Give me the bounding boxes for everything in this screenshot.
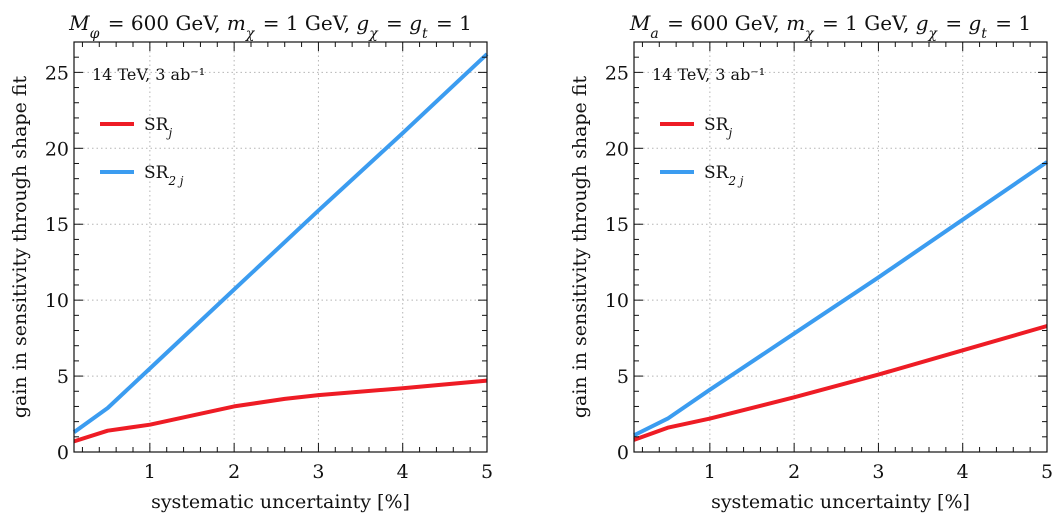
energy-luminosity-note: 14 TeV, 3 ab⁻¹ — [652, 65, 765, 84]
series-line-sr2j — [633, 160, 1049, 438]
series-line-srj — [73, 378, 488, 444]
legend-label: SR2 j — [704, 163, 744, 188]
y-tick-label: 25 — [45, 62, 69, 84]
y-tick-label: 0 — [617, 442, 629, 464]
y-tick-label: 10 — [605, 290, 629, 312]
x-tick-label: 1 — [704, 461, 716, 483]
x-tick-label: 2 — [788, 461, 800, 483]
chart-title: Ma = 600 GeV, mχ = 1 GeV, gχ = gt = 1 — [629, 11, 1031, 42]
x-tick-label: 5 — [1041, 461, 1053, 483]
x-tick-label: 4 — [397, 461, 409, 483]
x-tick-label: 2 — [228, 461, 240, 483]
chart-panel-1: 1 2 3 4 5 0 5 10 15 20 25 systematic uncertainty [%… — [9, 11, 493, 513]
y-tick-label: 5 — [617, 366, 629, 388]
x-tick-label: 5 — [481, 461, 493, 483]
legend-label: SR2 j — [144, 163, 184, 188]
x-tick-label: 3 — [872, 461, 884, 483]
x-axis-label: systematic uncertainty [%] — [711, 491, 970, 513]
x-tick-label: 4 — [957, 461, 969, 483]
legend-label: SRj — [144, 115, 172, 140]
y-tick-label: 10 — [45, 290, 69, 312]
legend-label: SRj — [704, 115, 732, 140]
chart-title: Mφ = 600 GeV, mχ = 1 GeV, gχ = gt = 1 — [68, 11, 472, 42]
y-axis-label: gain in sensitivity through shape fit — [9, 75, 31, 418]
y-tick-label: 25 — [605, 62, 629, 84]
y-tick-label: 5 — [57, 366, 69, 388]
y-axis-label: gain in sensitivity through shape fit — [569, 75, 591, 418]
series-line-sr2j — [72, 52, 489, 434]
x-tick-label: 3 — [312, 461, 324, 483]
y-tick-label: 20 — [605, 138, 629, 160]
y-tick-label: 20 — [45, 138, 69, 160]
chart-panel-2: 1 2 3 4 5 0 5 10 15 20 25 systematic uncertainty [%… — [569, 11, 1053, 513]
y-tick-label: 15 — [45, 214, 69, 236]
x-tick-label: 1 — [144, 461, 156, 483]
x-axis-label: systematic uncertainty [%] — [151, 491, 410, 513]
plot-frame — [633, 41, 1048, 453]
y-tick-label: 15 — [605, 214, 629, 236]
series-line-srj — [633, 324, 1048, 442]
energy-luminosity-note: 14 TeV, 3 ab⁻¹ — [92, 65, 205, 84]
plot-frame — [73, 41, 488, 453]
y-tick-label: 0 — [57, 442, 69, 464]
